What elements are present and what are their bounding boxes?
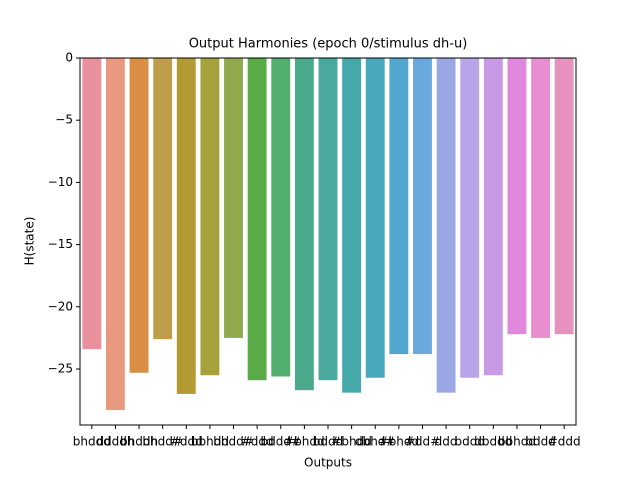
x-tick-label: bddd: [313, 435, 343, 449]
plot-frame: [79, 57, 577, 426]
x-tick-label: bddd: [525, 435, 555, 449]
x-tick-label: bhddh: [120, 435, 158, 449]
bar: [176, 58, 196, 394]
x-tick-label: bhdd#: [142, 435, 183, 449]
bar: [294, 58, 314, 391]
bar: [460, 58, 480, 378]
bar: [365, 58, 385, 378]
x-tick-label: #bhdd: [284, 435, 325, 449]
bar: [483, 58, 503, 376]
y-tick-label: −25: [48, 362, 73, 376]
x-tick-label: #ddd: [548, 435, 581, 449]
y-axis-label: H(state): [23, 217, 37, 266]
chart-title: Output Harmonies (epoch 0/stimulus dh-u): [189, 37, 468, 52]
y-tick-label: −20: [48, 299, 73, 313]
y-tick-label: 0: [65, 51, 73, 65]
x-axis-label: Outputs: [304, 456, 352, 470]
x-tick-label: bhdd#: [213, 435, 254, 449]
bar: [129, 58, 149, 373]
y-tick-label: −10: [48, 175, 73, 189]
x-tick-label: bddd: [454, 435, 484, 449]
bar: [82, 58, 102, 350]
bar: [271, 58, 291, 377]
x-tick-label: bbhdd: [191, 435, 229, 449]
bar: [554, 58, 574, 335]
x-tick-label: ddddh: [96, 435, 134, 449]
bar: [389, 58, 409, 355]
x-tick-label: bbhdd: [498, 435, 536, 449]
x-tick-label: dbddd: [474, 435, 512, 449]
bar: [342, 58, 362, 393]
x-tick-label: bhddd: [73, 435, 111, 449]
bar: [531, 58, 551, 338]
bar: [200, 58, 220, 376]
x-tick-label: dbhd#: [355, 435, 396, 449]
bar: [105, 58, 125, 411]
x-tick-label: bddd#: [260, 435, 301, 449]
bar: [413, 58, 432, 355]
x-tick-label: #ddd: [170, 435, 203, 449]
x-tick-label: ddd: [435, 435, 458, 449]
x-tick-label: #bhdd: [379, 435, 420, 449]
x-tick-label: #ddd: [241, 435, 274, 449]
bar: [153, 58, 173, 340]
x-tick-label: #bhdd: [331, 435, 372, 449]
bar: [247, 58, 267, 381]
bar: [507, 58, 527, 335]
y-tick-label: −15: [48, 237, 73, 251]
bar: [436, 58, 456, 393]
bar: [318, 58, 338, 381]
y-tick-label: −5: [55, 113, 73, 127]
x-tick-label: #dd#: [405, 435, 440, 449]
bar: [224, 58, 243, 338]
